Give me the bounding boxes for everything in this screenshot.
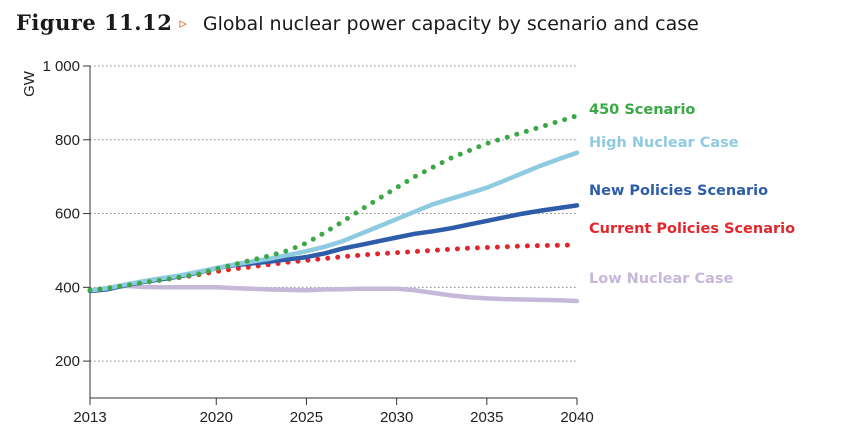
legend-label-low-nuclear-case: Low Nuclear Case	[589, 271, 734, 287]
x-tick-label: 2025	[290, 409, 323, 426]
x-tick-label: 2035	[470, 409, 503, 426]
x-tick-label: 2020	[200, 409, 233, 426]
figure-arrow-icon: ▹	[179, 14, 187, 32]
y-tick-label: 200	[55, 353, 80, 370]
legend-label-high-nuclear-case: High Nuclear Case	[589, 135, 739, 151]
figure-title: Global nuclear power capacity by scenari…	[202, 13, 699, 35]
legend: 450 Scenario High Nuclear Case New Policie…	[589, 102, 795, 287]
series-lines	[87, 113, 580, 304]
legend-label-current-policies-scenario: Current Policies Scenario	[589, 221, 795, 237]
series-line-high-nuclear-case	[87, 150, 580, 293]
x-tick-label: 2030	[380, 409, 413, 426]
y-tick-label: 600	[55, 206, 80, 223]
y-axis-label: GW	[21, 70, 38, 97]
y-tick-label: 400	[55, 279, 80, 296]
figure-label: Figure 11.12	[16, 10, 173, 35]
y-tick-label: 1 000	[42, 58, 80, 75]
figure-header: Figure 11.12 ▹ Global nuclear power capaci…	[16, 10, 699, 46]
y-tick-label: 800	[55, 132, 80, 149]
legend-label-new-policies-scenario: New Policies Scenario	[589, 183, 768, 199]
series-line-low-nuclear-case	[87, 283, 580, 304]
x-tick-label: 2040	[560, 409, 593, 426]
gridlines	[90, 65, 577, 362]
legend-label-450-scenario: 450 Scenario	[589, 102, 695, 118]
series-line-450-scenario	[87, 113, 580, 293]
x-tick-label: 2013	[73, 409, 106, 426]
